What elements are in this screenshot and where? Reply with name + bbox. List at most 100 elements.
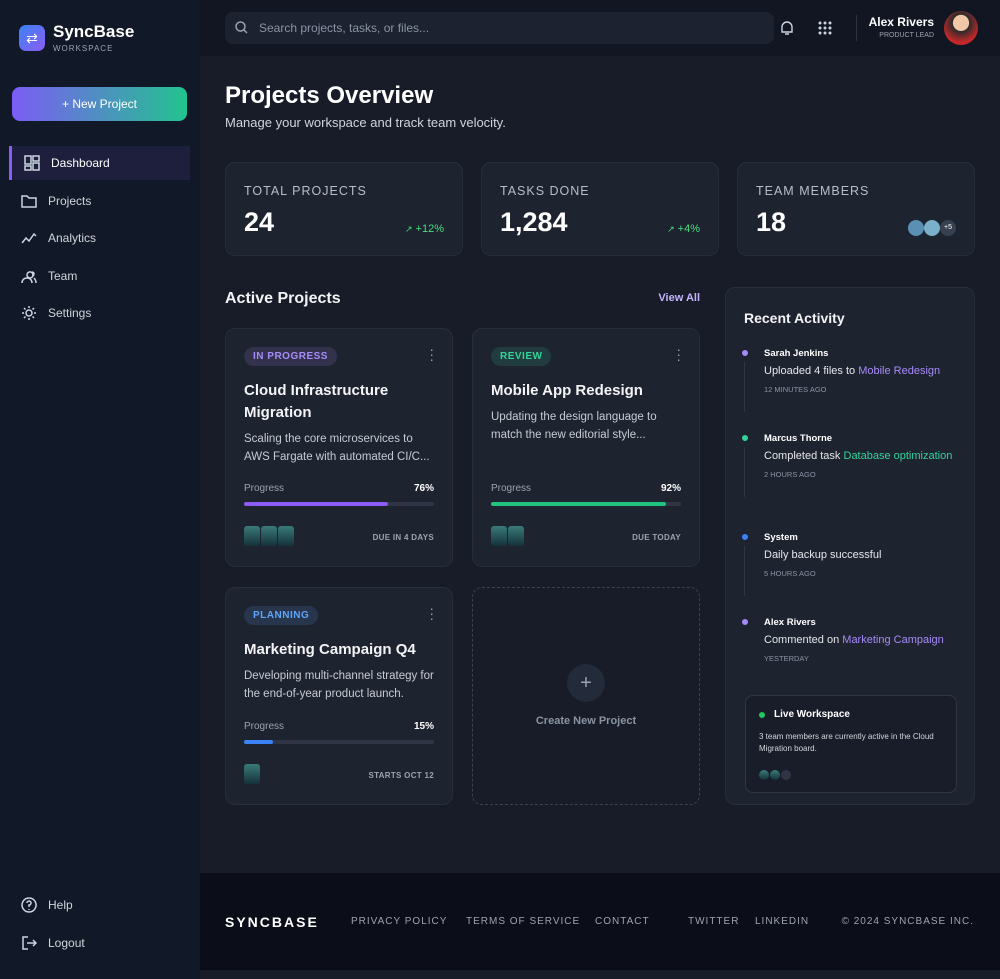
trend-icon: ↗ [405,224,413,234]
nav-item[interactable]: Projects [9,184,190,218]
avatar [244,526,260,546]
search-placeholder: Search projects, tasks, or files... [259,21,430,35]
nav-label: Analytics [48,231,97,245]
nav-item[interactable]: Team [9,259,190,293]
stat-label: TASKS DONE [500,184,590,198]
nav-label: Projects [48,193,92,208]
nav-item[interactable]: Logout [9,926,190,960]
footer-link[interactable]: LINKEDIN [755,916,810,927]
footer: SYNCBASE PRIVACY POLICY TERMS OF SERVICE C… [200,873,1000,970]
stat-label: TOTAL PROJECTS [244,184,367,198]
activity-dot [740,433,750,443]
nav-label: Logout [48,936,85,950]
avatar [924,220,940,236]
user-avatar[interactable] [944,11,978,45]
footer-link[interactable]: TERMS OF SERVICE [466,916,581,927]
progress-row: Progress 15% [244,721,434,732]
icon [21,232,37,244]
apps-icon[interactable] [818,21,832,35]
status-pill: IN PROGRESS [244,347,337,366]
stat-change: ↗ +12% [405,223,444,235]
timeline [744,546,745,596]
icon [21,194,37,208]
change-text: +4% [677,223,700,235]
footer-link[interactable]: TWITTER [688,916,740,927]
due-date: DUE TODAY [632,532,681,542]
activity-panel: Recent Activity Sarah Jenkins Uploaded 4 … [725,287,975,805]
copyright: © 2024 SYNCBASE INC. [841,916,974,927]
icon [21,897,37,913]
activity-link[interactable]: Database optimization [843,450,953,462]
avatar [244,764,260,784]
project-card[interactable]: · · · REVIEW Mobile App Redesign Updating the… [472,328,700,567]
activity-time: 12 MINUTES AGO [764,385,827,394]
footer-link[interactable]: PRIVACY POLICY [351,916,448,927]
project-description: Developing multi-channel strategy for th… [244,670,434,700]
activity-name: Marcus Thorne [764,433,833,444]
menu-icon[interactable]: · · · [429,600,434,626]
avatar [278,526,294,546]
nav-label: Team [48,268,78,283]
stat-value: 1,284 [500,207,568,237]
page-title: Projects Overview [225,82,434,109]
activity-link[interactable]: Marketing Campaign [842,634,944,646]
progress-bar [244,502,389,506]
stat-change: ↗ +4% [667,223,700,235]
progress-value: 76% [413,483,434,494]
activity-dot [740,348,750,358]
activity-name: Alex Rivers [764,617,816,628]
bell-icon[interactable] [780,20,794,36]
menu-icon[interactable]: · · · [429,341,434,367]
live-dot [759,712,765,718]
change-text: +12% [415,223,444,235]
footer-link[interactable]: CONTACT [595,916,650,927]
progress-track [491,502,681,506]
activity-text: Daily backup successful [764,548,962,562]
activity-title: Recent Activity [744,310,845,326]
activity-body: Marcus Thorne Completed task Database opt… [764,433,962,479]
new-project-button[interactable]: + New Project [12,87,187,121]
card-footer: DUE IN 4 DAYS [244,526,434,548]
create-card[interactable]: + Create New Project [472,587,700,805]
nav-item[interactable]: Help [9,888,190,922]
activity-dot [740,532,750,542]
menu-icon[interactable]: · · · [676,341,681,367]
view-all-link[interactable]: View All [658,292,700,304]
activity-time: 5 HOURS AGO [764,569,816,578]
divider [856,15,857,41]
nav-item[interactable]: Settings [9,296,190,330]
user-role: PRODUCT LEAD [879,32,934,39]
stat-card: TOTAL PROJECTS 24 ↗ +12% [225,162,463,256]
activity-body: System Daily backup successful 5 HOURS AGO [764,532,962,578]
footer-brand: SYNCBASE [225,914,319,930]
activity-item: Sarah Jenkins Uploaded 4 files to Mobile … [740,348,962,412]
activity-text: Completed task Database optimization [764,449,962,463]
status-pill: REVIEW [491,347,552,366]
sidebar: ⇄ SyncBase WORKSPACE + New Project Dashb… [0,0,200,979]
stat-value: 24 [244,207,275,237]
live-avatars [759,767,792,785]
card-footer: DUE TODAY [491,526,681,548]
progress-bar [491,502,666,506]
avatar [908,220,924,236]
nav-item[interactable]: Analytics [9,221,190,255]
nav-label: Dashboard [51,156,110,170]
avatars [491,526,525,548]
nav-label: Settings [48,306,92,320]
icon [24,155,40,171]
nav-item[interactable]: Dashboard [9,146,190,180]
brand-sub: WORKSPACE [53,44,114,53]
progress-value: 92% [660,483,681,494]
stat-card: TASKS DONE 1,284 ↗ +4% [481,162,719,256]
activity-action: Completed task [764,450,841,462]
avatar-more: +5 [940,220,956,236]
activity-link[interactable]: Mobile Redesign [858,365,941,377]
avatar [508,526,524,546]
project-card[interactable]: · · · IN PROGRESS Cloud Infrastructure Migra… [225,328,453,567]
project-card[interactable]: · · · PLANNING Marketing Campaign Q4 Developi… [225,587,453,805]
search[interactable]: Search projects, tasks, or files... [225,12,774,44]
avatars [244,526,295,548]
activity-dot [740,617,750,627]
